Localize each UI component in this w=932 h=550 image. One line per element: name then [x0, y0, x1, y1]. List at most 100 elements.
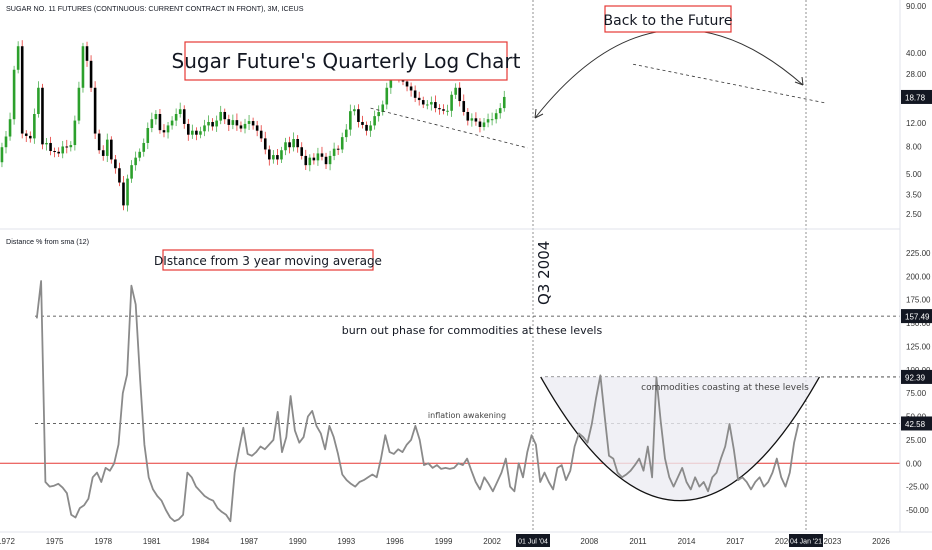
candle — [16, 41, 20, 74]
x-tick: 1978 — [94, 537, 112, 546]
level-badge — [901, 416, 932, 431]
candle — [134, 151, 137, 171]
candle — [158, 109, 162, 134]
candle — [101, 145, 105, 161]
candle — [296, 135, 299, 153]
candle — [251, 117, 255, 130]
x-tick: 2014 — [678, 537, 696, 546]
candle — [207, 115, 210, 132]
level-badge-label: 157.49 — [905, 313, 930, 322]
candle — [12, 65, 16, 125]
osc-y-tick: 175.00 — [906, 296, 931, 305]
candle — [114, 154, 117, 174]
price-y-tick: 8.00 — [906, 142, 922, 151]
price-y-tick: 5.00 — [906, 170, 922, 179]
candle — [73, 115, 77, 151]
level-badge-label: 42.58 — [905, 420, 926, 429]
candle — [502, 90, 506, 112]
candle — [57, 147, 60, 158]
candle — [65, 139, 69, 154]
candle — [49, 136, 52, 156]
level-text-burnout: burn out phase for commodities at these … — [342, 324, 603, 337]
candle — [247, 114, 251, 131]
price-y-tick: 28.00 — [906, 70, 927, 79]
x-tick: 1993 — [337, 537, 355, 546]
candle — [308, 154, 312, 172]
candle — [413, 85, 417, 103]
candle — [203, 119, 206, 137]
level-badge — [901, 369, 932, 384]
candle — [324, 152, 328, 170]
candle — [243, 118, 247, 134]
x-tick: 2002 — [483, 537, 501, 546]
candle — [219, 105, 222, 125]
candle — [316, 147, 320, 166]
oscillator-series — [35, 280, 800, 523]
candle — [211, 118, 214, 131]
candle — [231, 114, 235, 130]
level-text-inflation: inflation awakening — [428, 411, 506, 420]
last-price-badge — [901, 89, 932, 104]
candle — [53, 147, 56, 158]
osc-y-tick: -50.00 — [906, 506, 929, 515]
candle — [438, 104, 441, 115]
price-y-tick: 12.00 — [906, 119, 927, 128]
arc-arrow — [534, 29, 804, 119]
candle — [162, 124, 166, 138]
candle — [369, 120, 372, 137]
candle — [20, 40, 24, 139]
level-badge-label: 92.39 — [905, 373, 926, 382]
candle — [357, 104, 360, 128]
x-tick: 1984 — [192, 537, 210, 546]
osc-y-tick: 125.00 — [906, 342, 931, 351]
candle — [276, 149, 279, 165]
date-badge-label: 01 Jul '04 — [518, 539, 548, 546]
arc-label-box — [604, 5, 732, 33]
candle — [118, 162, 121, 187]
candle — [304, 149, 308, 170]
date-badge — [516, 534, 550, 547]
chart-title-box — [184, 41, 508, 81]
candle — [336, 145, 340, 155]
x-tick: 2020 — [775, 537, 793, 546]
candle — [332, 142, 336, 161]
candle — [227, 114, 231, 132]
candle — [235, 113, 239, 131]
date-badge-label: 04 Jan '21 — [790, 539, 822, 546]
candle — [154, 110, 158, 125]
x-tick: 1987 — [240, 537, 258, 546]
trendline-2 — [633, 63, 825, 104]
candle — [446, 104, 449, 116]
candle — [45, 137, 48, 151]
candle — [272, 150, 275, 164]
candle — [490, 112, 494, 126]
candle — [268, 145, 271, 166]
candle — [466, 108, 470, 126]
candle — [41, 83, 44, 150]
x-tick: 1975 — [46, 537, 64, 546]
candle — [454, 83, 457, 99]
candle — [284, 137, 287, 156]
candle — [33, 108, 36, 144]
candle — [191, 124, 194, 139]
candle — [442, 104, 445, 115]
x-tick: 1981 — [143, 537, 161, 546]
candle — [255, 120, 259, 137]
candle — [470, 113, 474, 127]
candle — [462, 94, 466, 116]
candle — [365, 121, 368, 136]
candle — [340, 132, 344, 154]
candle — [288, 136, 291, 154]
candle — [373, 110, 376, 130]
candle — [474, 112, 478, 126]
price-y-tick: 90.00 — [906, 2, 927, 11]
candle — [170, 116, 174, 130]
osc-y-tick: 225.00 — [906, 249, 931, 258]
candle — [280, 146, 283, 164]
candle — [259, 125, 263, 142]
candle — [142, 138, 146, 157]
candle — [312, 153, 316, 165]
arc-label: Back to the Future — [604, 13, 733, 29]
candle — [130, 160, 133, 183]
candle — [81, 42, 85, 93]
